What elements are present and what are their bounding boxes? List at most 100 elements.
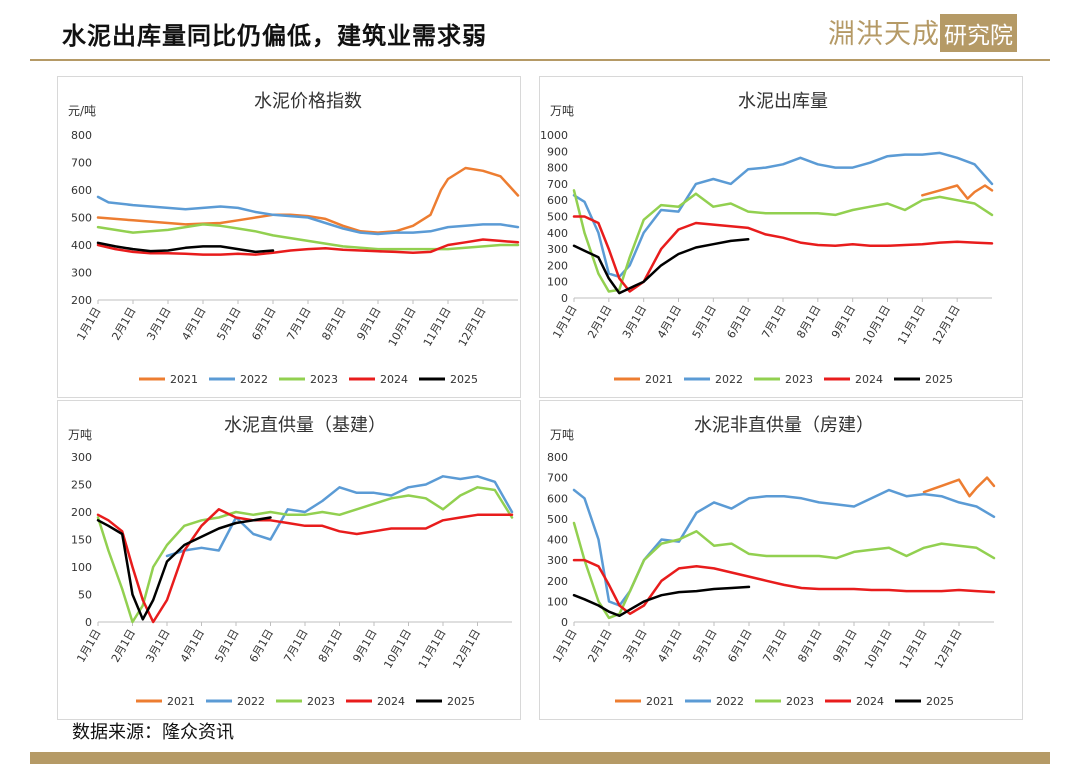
series-line-2023: [96, 223, 520, 251]
legend-label-2024: 2024: [855, 373, 883, 386]
x-tick-label: 10月1日: [381, 627, 414, 671]
legend-label-2024: 2024: [377, 695, 405, 708]
x-tick-label: 4月1日: [655, 303, 684, 341]
y-tick-label: 800: [71, 129, 92, 142]
x-tick-label: 9月1日: [354, 305, 383, 343]
series-line-2025: [96, 516, 272, 621]
legend-label-2024: 2024: [380, 373, 408, 386]
chart-title: 水泥非直供量（房建）: [694, 415, 874, 436]
x-tick-label: 1月1日: [74, 627, 103, 665]
y-tick-label: 600: [71, 184, 92, 197]
legend-label-2022: 2022: [716, 695, 744, 708]
x-tick-label: 1月1日: [74, 305, 103, 343]
x-tick-label: 5月1日: [690, 303, 719, 341]
legend-label-2022: 2022: [237, 695, 265, 708]
x-tick-label: 2月1日: [109, 305, 138, 343]
series-line-2022: [572, 488, 996, 607]
y-tick-label: 0: [85, 616, 92, 629]
x-tick-label: 7月1日: [281, 627, 310, 665]
x-tick-label: 12月1日: [930, 303, 963, 347]
x-tick-label: 8月1日: [319, 305, 348, 343]
x-tick-label: 11月1日: [416, 627, 449, 671]
x-tick-label: 10月1日: [386, 305, 419, 349]
series-line-2024: [96, 508, 514, 624]
y-tick-label: 200: [71, 294, 92, 307]
company-logo: 淵洪天成 研究院: [828, 12, 1028, 52]
x-tick-label: 6月1日: [249, 305, 278, 343]
y-tick-label: 300: [71, 451, 92, 464]
x-tick-label: 12月1日: [456, 305, 489, 349]
x-tick-label: 9月1日: [350, 627, 379, 665]
series-line-2021: [921, 184, 994, 200]
y-axis-unit-label: 元/吨: [68, 104, 96, 118]
y-axis-unit-label: 万吨: [550, 104, 574, 118]
x-tick-label: 8月1日: [316, 627, 345, 665]
legend-label-2022: 2022: [240, 373, 268, 386]
series-line-2024: [572, 558, 996, 616]
series-line-2022: [165, 475, 514, 558]
y-tick-label: 500: [547, 513, 568, 526]
chart-title: 水泥出库量: [738, 91, 828, 112]
x-tick-label: 5月1日: [212, 627, 241, 665]
y-tick-label: 200: [547, 259, 568, 272]
chart-panel-cement-shipment: 水泥出库量 万吨 0 100 200 300 400 500 600 700 800 900 1000 1…: [539, 76, 1023, 398]
x-tick-label: 6月1日: [247, 627, 276, 665]
y-tick-label: 700: [547, 178, 568, 191]
y-tick-label: 500: [547, 211, 568, 224]
footer-bar: [30, 752, 1050, 764]
legend-label-2025: 2025: [450, 373, 478, 386]
x-tick-label: 5月1日: [690, 627, 719, 665]
y-tick-label: 300: [547, 554, 568, 567]
y-axis-unit-label: 万吨: [550, 428, 574, 442]
y-tick-label: 700: [547, 472, 568, 485]
chart-panel-direct-supply-infrastructure: 水泥直供量（基建） 万吨 0 50 100 150 200 250 300 1月1日 2月1日 3月1…: [57, 400, 521, 720]
chart-panel-non-direct-supply-housing: 水泥非直供量（房建） 万吨 0 100 200 300 400 500 600 700 800 1月1…: [539, 400, 1023, 720]
chart-panel-cement-price-index: 水泥价格指数 元/吨 200 300 400 500 600 700 800 1月1日 2月1日 3月…: [57, 76, 521, 398]
y-tick-label: 400: [547, 227, 568, 240]
chart-title: 水泥直供量（基建）: [224, 415, 386, 436]
y-tick-label: 600: [547, 194, 568, 207]
legend-label-2021: 2021: [646, 695, 674, 708]
y-tick-label: 600: [547, 492, 568, 505]
x-tick-label: 11月1日: [897, 627, 930, 671]
chart-svg: 水泥非直供量（房建） 万吨 0 100 200 300 400 500 600 700 800 1月1…: [547, 415, 996, 708]
x-tick-label: 10月1日: [862, 627, 895, 671]
legend-label-2025: 2025: [447, 695, 475, 708]
x-tick-label: 3月1日: [143, 627, 172, 665]
data-source-note: 数据来源：隆众资讯: [72, 722, 234, 743]
series-line-2021: [922, 476, 996, 498]
series-line-2025: [572, 585, 751, 618]
series-line-2024: [572, 215, 994, 293]
x-tick-label: 7月1日: [759, 303, 788, 341]
y-axis-unit-label: 万吨: [68, 428, 92, 442]
x-tick-label: 6月1日: [725, 303, 754, 341]
x-tick-label: 3月1日: [620, 303, 649, 341]
x-tick-label: 3月1日: [144, 305, 173, 343]
x-tick-label: 11月1日: [421, 305, 454, 349]
x-tick-label: 6月1日: [725, 627, 754, 665]
logo-main-text: 淵洪天成: [828, 19, 940, 50]
x-tick-label: 9月1日: [830, 627, 859, 665]
page-title: 水泥出库量同比仍偏低，建筑业需求弱: [62, 21, 487, 50]
x-tick-label: 4月1日: [178, 627, 207, 665]
y-tick-label: 250: [71, 479, 92, 492]
y-tick-label: 100: [547, 276, 568, 289]
series-line-2023: [572, 521, 996, 620]
y-tick-label: 700: [71, 157, 92, 170]
x-tick-label: 12月1日: [450, 627, 483, 671]
x-tick-label: 2月1日: [585, 303, 614, 341]
x-tick-label: 5月1日: [214, 305, 243, 343]
y-tick-label: 100: [547, 595, 568, 608]
series-line-2022: [572, 151, 994, 279]
series-line-2024: [96, 238, 520, 256]
legend-label-2024: 2024: [856, 695, 884, 708]
x-tick-label: 4月1日: [655, 627, 684, 665]
y-tick-label: 300: [547, 243, 568, 256]
x-tick-label: 1月1日: [550, 303, 579, 341]
y-tick-label: 500: [71, 212, 92, 225]
series-line-2021: [96, 166, 520, 234]
y-tick-label: 400: [547, 534, 568, 547]
series-line-2025: [572, 238, 750, 295]
